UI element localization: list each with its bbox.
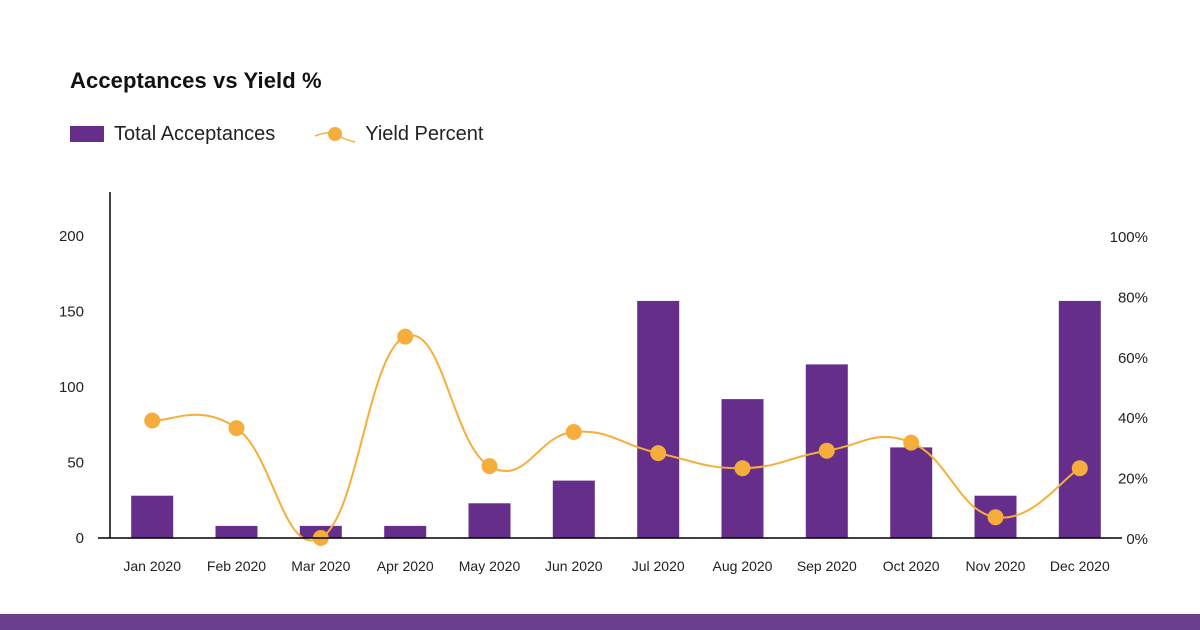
- bar-dec-2020: [1058, 300, 1101, 538]
- x-tick-label: Dec 2020: [1050, 558, 1110, 574]
- y-left-tick-label: 100: [59, 379, 84, 396]
- yield-point-feb-2020: [228, 420, 245, 437]
- yield-point-jul-2020: [650, 445, 667, 462]
- legend-item-yield[interactable]: Yield Percent: [313, 122, 483, 146]
- legend-line-swatch: [313, 122, 357, 146]
- x-tick-label: Mar 2020: [291, 558, 350, 574]
- yield-point-may-2020: [481, 458, 498, 475]
- y-right-tick-label: 60%: [1118, 350, 1148, 367]
- yield-point-apr-2020: [397, 328, 414, 345]
- x-tick-label: Sep 2020: [797, 558, 857, 574]
- legend: Total Acceptances Yield Percent: [70, 120, 521, 148]
- x-tick-label: Nov 2020: [966, 558, 1026, 574]
- y-right-tick-label: 80%: [1118, 289, 1148, 306]
- chart-title: Acceptances vs Yield %: [70, 68, 322, 93]
- x-tick-label: May 2020: [459, 558, 521, 574]
- x-tick-label: Oct 2020: [883, 558, 940, 574]
- line-layer: [144, 328, 1088, 546]
- bar-jul-2020: [637, 300, 680, 538]
- bar-jan-2020: [131, 495, 174, 538]
- y-right-tick-label: 20%: [1118, 471, 1148, 488]
- x-tick-label: Feb 2020: [207, 558, 266, 574]
- legend-item-acceptances[interactable]: Total Acceptances: [70, 123, 275, 146]
- yield-point-jun-2020: [565, 424, 582, 440]
- bar-may-2020: [468, 503, 511, 538]
- bars-layer: [131, 300, 1101, 538]
- labels-layer: 0 50 100 150 200 0% 20% 40% 60% 80% 100% Jan 2020 Fe…: [59, 228, 1148, 574]
- x-tick-label: Aug 2020: [713, 558, 773, 574]
- yield-point-sep-2020: [818, 442, 835, 459]
- bar-oct-2020: [890, 447, 933, 538]
- x-tick-label: Jan 2020: [123, 558, 181, 574]
- y-left-tick-label: 150: [59, 304, 84, 321]
- legend-label-acceptances: Total Acceptances: [114, 122, 276, 145]
- yield-point-dec-2020: [1071, 460, 1088, 477]
- y-right-tick-label: 100%: [1110, 229, 1148, 246]
- y-left-tick-label: 50: [67, 455, 84, 472]
- x-tick-label: Jul 2020: [632, 558, 685, 574]
- x-tick-label: Apr 2020: [377, 558, 434, 574]
- bar-jun-2020: [552, 480, 595, 538]
- yield-point-oct-2020: [903, 434, 920, 451]
- legend-label-yield: Yield Percent: [365, 122, 484, 145]
- yield-point-jan-2020: [144, 412, 161, 429]
- y-right-tick-label: 0%: [1126, 531, 1148, 548]
- y-left-tick-label: 200: [59, 228, 84, 245]
- legend-bar-swatch: [70, 126, 104, 142]
- yield-line: [152, 334, 1081, 542]
- y-right-tick-label: 40%: [1118, 410, 1148, 427]
- yield-point-aug-2020: [734, 460, 751, 477]
- bar-feb-2020: [215, 525, 258, 538]
- footer-bar: [0, 614, 1200, 630]
- y-left-tick-label: 0: [76, 530, 84, 547]
- x-tick-label: Jun 2020: [545, 558, 603, 574]
- bar-apr-2020: [384, 525, 427, 538]
- yield-point-nov-2020: [987, 509, 1004, 526]
- axis-layer: [98, 192, 1122, 539]
